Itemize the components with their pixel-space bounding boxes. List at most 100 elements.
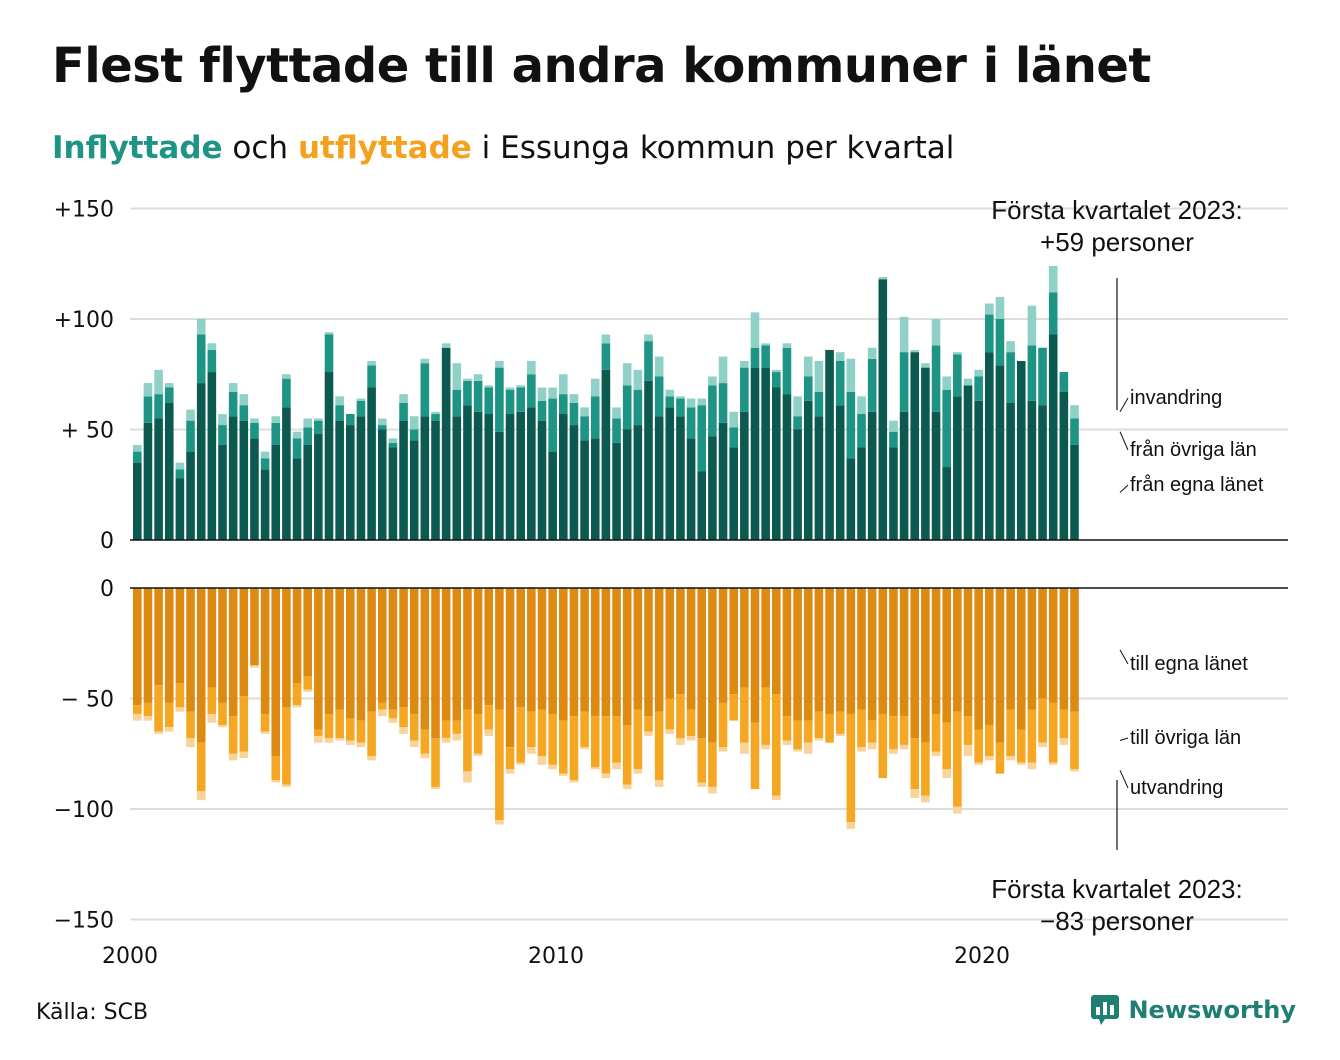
bar-outflow-local	[399, 588, 408, 708]
bar-inflow-local	[495, 431, 504, 540]
bar-inflow-immig	[953, 352, 962, 355]
y-tick-label: − 50	[61, 688, 114, 713]
bar-inflow-local	[761, 367, 770, 540]
bar-outflow-other	[644, 716, 653, 732]
bar-outflow-emig	[910, 789, 920, 798]
bar-outflow-other	[782, 716, 792, 741]
bar-outflow-other	[612, 716, 621, 763]
bar-outflow-other	[590, 716, 600, 768]
bar-outflow-other	[367, 711, 376, 756]
bar-inflow-immig	[164, 383, 174, 388]
bar-inflow-immig	[218, 414, 227, 426]
bar-outflow-local	[527, 588, 536, 712]
bar-inflow-other	[665, 396, 675, 408]
bar-inflow-local	[644, 380, 653, 540]
bar-outflow-other	[335, 709, 344, 739]
bar-inflow-local	[335, 420, 344, 540]
bar-inflow-local	[899, 411, 909, 540]
bar-outflow-other	[931, 713, 941, 752]
bar-outflow-other	[377, 702, 387, 710]
bar-outflow-emig	[1006, 755, 1015, 761]
bar-outflow-emig	[921, 795, 930, 803]
bar-outflow-other	[303, 676, 312, 690]
bar-inflow-immig	[175, 462, 185, 470]
bar-outflow-emig	[761, 744, 770, 750]
bar-outflow-other	[1048, 702, 1058, 763]
bar-inflow-immig	[282, 374, 291, 379]
bar-outflow-local	[271, 588, 281, 756]
bar-outflow-emig	[974, 762, 983, 765]
bar-outflow-local	[356, 588, 366, 721]
bar-outflow-emig	[718, 747, 728, 752]
bar-inflow-immig	[356, 398, 366, 401]
bar-inflow-immig	[974, 369, 983, 377]
bar-outflow-emig	[889, 749, 898, 754]
bar-inflow-local	[388, 447, 398, 540]
bar-inflow-other	[154, 394, 163, 419]
subtitle-rest: i Essunga kommun per kvartal	[471, 130, 955, 166]
bar-outflow-local	[697, 588, 707, 739]
x-tick-label: 2020	[954, 944, 1010, 969]
bar-outflow-emig	[654, 780, 664, 787]
bar-outflow-local	[218, 588, 227, 703]
newsworthy-logo-icon	[1091, 995, 1120, 1025]
bar-outflow-emig	[133, 713, 142, 721]
bar-outflow-local	[750, 588, 760, 723]
bar-outflow-other	[1027, 709, 1037, 763]
y-tick-labels: +150 +100 + 50 0 0 − 50 −100 −150	[54, 198, 114, 934]
bar-outflow-local	[463, 588, 472, 710]
bar-inflow-other	[686, 407, 696, 439]
bar-inflow-immig	[931, 319, 941, 346]
bar-inflow-other	[420, 363, 430, 417]
bar-inflow-other	[846, 391, 856, 459]
bar-outflow-local	[686, 588, 696, 710]
annotations: Första kvartalet 2023:+59 personerFörsta…	[991, 195, 1242, 936]
bar-inflow-local	[218, 444, 227, 540]
bar-inflow-other	[697, 405, 707, 472]
bar-outflow-other	[1038, 698, 1047, 743]
bar-outflow-emig	[835, 733, 845, 737]
bar-outflow-other	[292, 683, 302, 706]
bar-outflow-local	[324, 588, 334, 714]
bar-outflow-emig	[324, 738, 334, 743]
bar-outflow-emig	[697, 782, 707, 787]
bar-inflow-local	[1059, 391, 1069, 540]
bar-outflow-emig	[463, 771, 472, 783]
bar-outflow-local	[1027, 588, 1037, 710]
bar-outflow-emig	[1038, 742, 1047, 748]
y-tick-label: +150	[54, 198, 114, 223]
bar-inflow-immig	[665, 389, 675, 397]
bar-inflow-immig	[292, 431, 302, 439]
subtitle-connector: och	[222, 130, 298, 166]
bar-inflow-local	[793, 429, 802, 540]
bar-outflow-other	[654, 711, 664, 781]
bar-outflow-other	[921, 742, 930, 796]
bar-inflow-immig	[463, 378, 472, 381]
bar-inflow-local	[463, 405, 472, 540]
bar-outflow-emig	[271, 780, 281, 783]
bar-outflow-other	[846, 713, 856, 823]
bar-inflow-local	[835, 405, 845, 540]
bar-inflow-local	[282, 407, 291, 540]
bar-inflow-immig	[740, 360, 749, 368]
bar-outflow-other	[857, 709, 866, 748]
bar-outflow-other	[793, 720, 802, 750]
bar-outflow-other	[537, 709, 547, 756]
bar-inflow-immig	[495, 360, 504, 368]
bar-outflow-local	[963, 588, 973, 717]
bar-inflow-immig	[324, 332, 334, 335]
bar-outflow-other	[835, 711, 845, 734]
segment-label-inflow: från egna länet	[1130, 474, 1264, 496]
bar-outflow-emig	[622, 784, 632, 790]
bar-outflow-other	[463, 709, 472, 772]
bar-outflow-local	[729, 588, 738, 695]
bar-inflow-immig	[250, 418, 259, 423]
bar-outflow-emig	[260, 731, 270, 734]
bar-outflow-other	[974, 729, 983, 763]
bar-outflow-local	[186, 588, 195, 712]
bar-outflow-emig	[963, 744, 973, 756]
bar-inflow-local	[324, 372, 334, 540]
bar-inflow-other	[644, 341, 653, 381]
bar-outflow-other	[899, 716, 909, 745]
bar-outflow-other	[633, 709, 643, 770]
